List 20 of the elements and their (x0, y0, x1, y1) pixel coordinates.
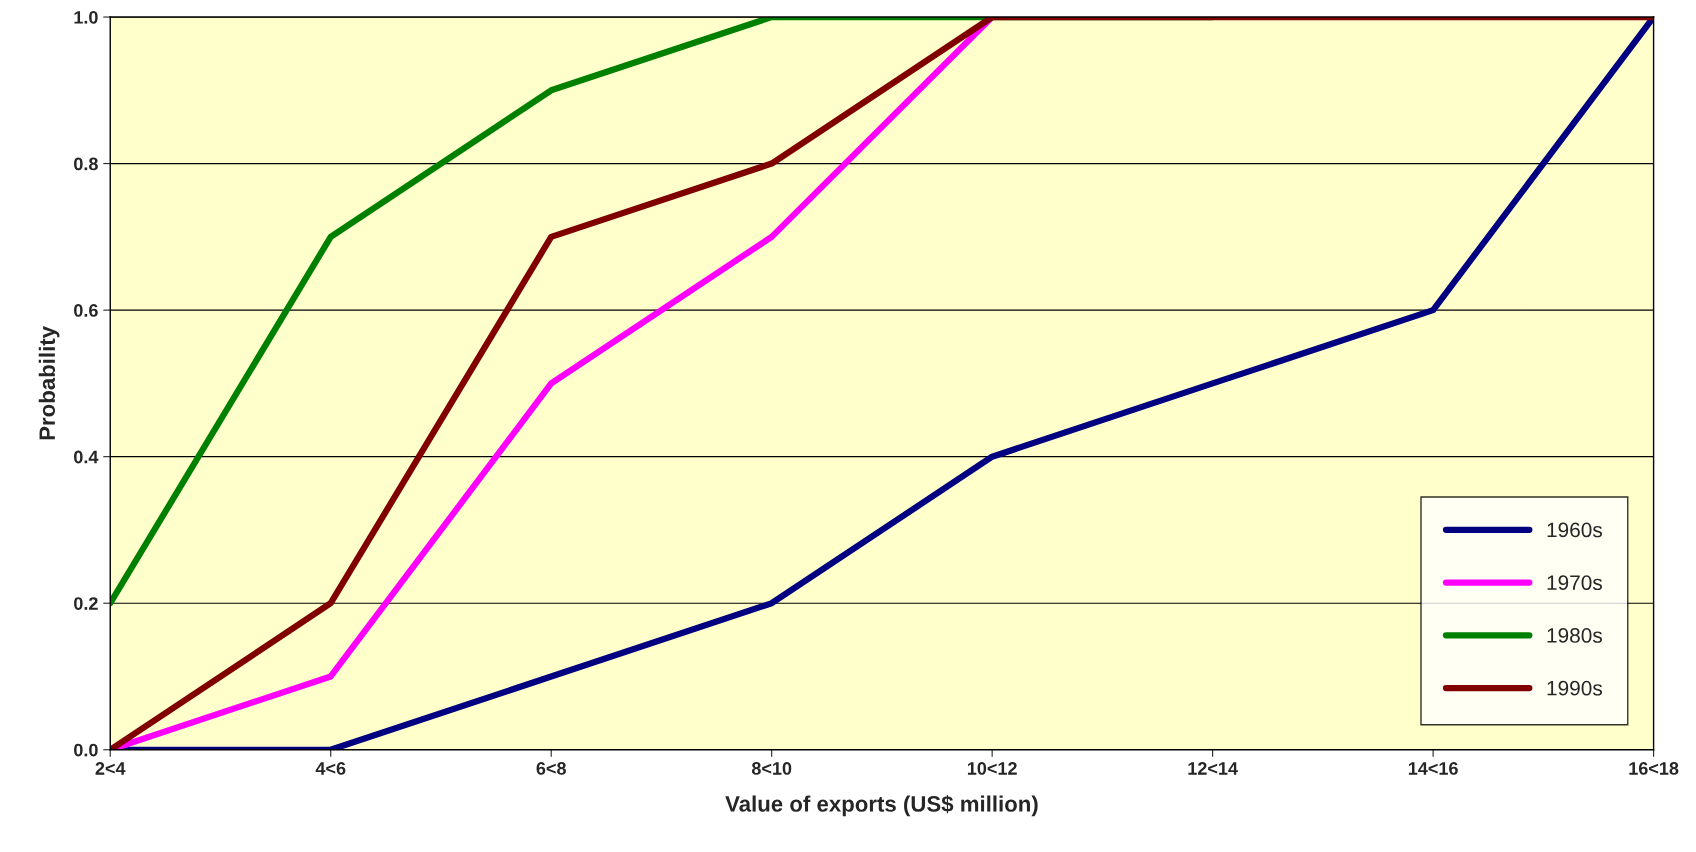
x-tick-label: 14<16 (1408, 762, 1458, 775)
x-tick-label: 10<12 (967, 762, 1017, 775)
x-tick-label: 8<10 (751, 762, 792, 775)
x-tick-label: 4<6 (315, 762, 346, 775)
y-tick-label: 0.6 (74, 304, 98, 317)
legend-label: 1980s (1547, 628, 1602, 643)
y-tick-label: 1.0 (74, 10, 98, 24)
x-tick-label: 6<8 (536, 762, 566, 775)
legend-label: 1990s (1547, 680, 1602, 696)
legend-label: 1970s (1547, 575, 1602, 591)
y-tick-label: 0.8 (74, 157, 98, 171)
x-tick-label: 12<14 (1188, 762, 1238, 775)
x-axis-title: Value of exports (US$ million) (725, 795, 1038, 817)
y-tick-label: 0.0 (74, 743, 98, 757)
x-tick-label: 2<4 (95, 762, 126, 775)
x-tick-label: 16<18 (1629, 762, 1679, 775)
y-tick-label: 0.4 (74, 450, 99, 464)
y-tick-label: 0.2 (74, 597, 98, 610)
legend-label: 1960s (1547, 522, 1602, 538)
y-axis-title: Probability (38, 326, 60, 440)
